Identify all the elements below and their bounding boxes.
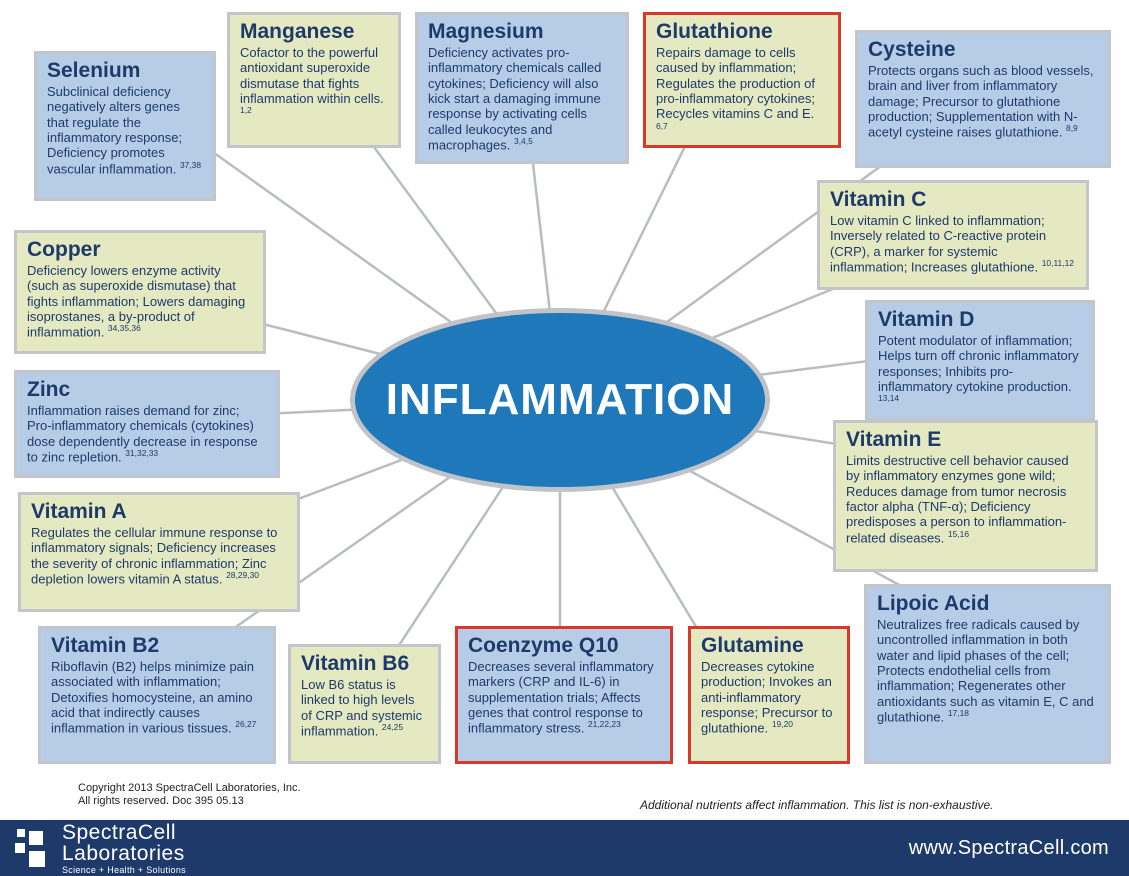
nutrient-body: Low B6 status is linked to high levels o… [301, 677, 428, 739]
nutrient-body: Potent modulator of inflammation; Helps … [878, 333, 1082, 410]
nutrient-title: Vitamin E [846, 429, 1085, 451]
brand-text: SpectraCellLaboratories Science + Health … [62, 822, 186, 875]
reference-superscript: 24,25 [382, 722, 403, 732]
reference-superscript: 3,4,5 [514, 136, 533, 146]
nutrient-body: Neutralizes free radicals caused by unco… [877, 617, 1098, 725]
nutrient-box-zinc: ZincInflammation raises demand for zinc;… [14, 370, 280, 478]
reference-superscript: 21,22,23 [588, 719, 621, 729]
nutrient-box-vitaminb6: Vitamin B6Low B6 status is linked to hig… [288, 644, 441, 764]
nutrient-title: Vitamin B6 [301, 653, 428, 675]
reference-superscript: 26,27 [235, 719, 256, 729]
nutrient-title: Manganese [240, 21, 388, 43]
nutrient-body: Decreases cytokine production; Invokes a… [701, 659, 837, 736]
reference-superscript: 31,32,33 [125, 448, 158, 458]
nutrient-body: Deficiency activates pro-inflammatory ch… [428, 45, 616, 153]
nutrient-box-vitaminc: Vitamin CLow vitamin C linked to inflamm… [817, 180, 1089, 290]
brand-line1: SpectraCell [62, 822, 186, 843]
brand-tagline: Science + Health + Solutions [62, 866, 186, 875]
nutrient-box-coq10: Coenzyme Q10Decreases several inflammato… [455, 626, 673, 764]
nutrient-body: Subclinical deficiency negatively alters… [47, 84, 203, 176]
copyright-text: Copyright 2013 SpectraCell Laboratories,… [78, 782, 301, 808]
footer-url: www.SpectraCell.com [909, 837, 1109, 860]
reference-superscript: 1,2 [240, 105, 252, 115]
nutrient-box-glutamine: GlutamineDecreases cytokine production; … [688, 626, 850, 764]
nutrient-title: Coenzyme Q10 [468, 635, 660, 657]
nutrient-body: Limits destructive cell behavior caused … [846, 453, 1085, 545]
reference-superscript: 17,18 [948, 708, 969, 718]
nutrient-box-copper: CopperDeficiency lowers enzyme activity … [14, 230, 266, 354]
nutrient-title: Vitamin D [878, 309, 1082, 331]
nutrient-title: Lipoic Acid [877, 593, 1098, 615]
reference-superscript: 13,14 [878, 393, 899, 403]
center-title: INFLAMMATION [386, 375, 734, 425]
disclaimer-text: Additional nutrients affect inflammation… [640, 798, 994, 812]
nutrient-box-magnesium: MagnesiumDeficiency activates pro-inflam… [415, 12, 629, 164]
nutrient-body: Protects organs such as blood vessels, b… [868, 63, 1098, 140]
nutrient-box-vitamind: Vitamin DPotent modulator of inflammatio… [865, 300, 1095, 421]
nutrient-body: Deficiency lowers enzyme activity (such … [27, 263, 253, 340]
nutrient-title: Vitamin C [830, 189, 1076, 211]
nutrient-title: Vitamin B2 [51, 635, 263, 657]
copyright-line1: Copyright 2013 SpectraCell Laboratories,… [78, 782, 301, 795]
nutrient-title: Glutamine [701, 635, 837, 657]
nutrient-box-glutathione: GlutathioneRepairs damage to cells cause… [643, 12, 841, 148]
footer-bar: SpectraCellLaboratories Science + Health … [0, 820, 1129, 876]
brand-line2: Laboratories [62, 843, 186, 864]
nutrient-body: Repairs damage to cells caused by inflam… [656, 45, 828, 137]
reference-superscript: 37,38 [180, 160, 201, 170]
nutrient-body: Riboflavin (B2) helps minimize pain asso… [51, 659, 263, 736]
spectracell-logo-icon [14, 828, 54, 868]
reference-superscript: 6,7 [656, 121, 668, 131]
footer-left: SpectraCellLaboratories Science + Health … [14, 822, 186, 875]
nutrient-box-vitaminb2: Vitamin B2Riboflavin (B2) helps minimize… [38, 626, 276, 764]
nutrient-body: Regulates the cellular immune response t… [31, 525, 287, 587]
nutrient-body: Inflammation raises demand for zinc; Pro… [27, 403, 267, 465]
infographic-stage: INFLAMMATION SeleniumSubclinical deficien… [0, 0, 1129, 876]
nutrient-title: Zinc [27, 379, 267, 401]
reference-superscript: 8,9 [1066, 123, 1078, 133]
center-oval: INFLAMMATION [350, 308, 770, 492]
nutrient-body: Cofactor to the powerful antioxidant sup… [240, 45, 388, 122]
nutrient-body: Decreases several inflammatory markers (… [468, 659, 660, 736]
reference-superscript: 19,20 [772, 719, 793, 729]
nutrient-body: Low vitamin C linked to inflammation; In… [830, 213, 1076, 275]
nutrient-title: Copper [27, 239, 253, 261]
nutrient-title: Vitamin A [31, 501, 287, 523]
nutrient-box-cysteine: CysteineProtects organs such as blood ve… [855, 30, 1111, 168]
nutrient-box-vitamina: Vitamin ARegulates the cellular immune r… [18, 492, 300, 612]
nutrient-box-selenium: SeleniumSubclinical deficiency negativel… [34, 51, 216, 201]
nutrient-title: Selenium [47, 60, 203, 82]
reference-superscript: 28,29,30 [226, 570, 259, 580]
nutrient-box-lipoic: Lipoic AcidNeutralizes free radicals cau… [864, 584, 1111, 764]
nutrient-box-vitamine: Vitamin ELimits destructive cell behavio… [833, 420, 1098, 572]
nutrient-box-manganese: ManganeseCofactor to the powerful antiox… [227, 12, 401, 148]
reference-superscript: 10,11,12 [1042, 258, 1074, 268]
nutrient-title: Glutathione [656, 21, 828, 43]
copyright-line2: All rights reserved. Doc 395 05.13 [78, 795, 301, 808]
reference-superscript: 34,35,36 [108, 323, 141, 333]
nutrient-title: Magnesium [428, 21, 616, 43]
reference-superscript: 15,16 [948, 529, 969, 539]
nutrient-title: Cysteine [868, 39, 1098, 61]
